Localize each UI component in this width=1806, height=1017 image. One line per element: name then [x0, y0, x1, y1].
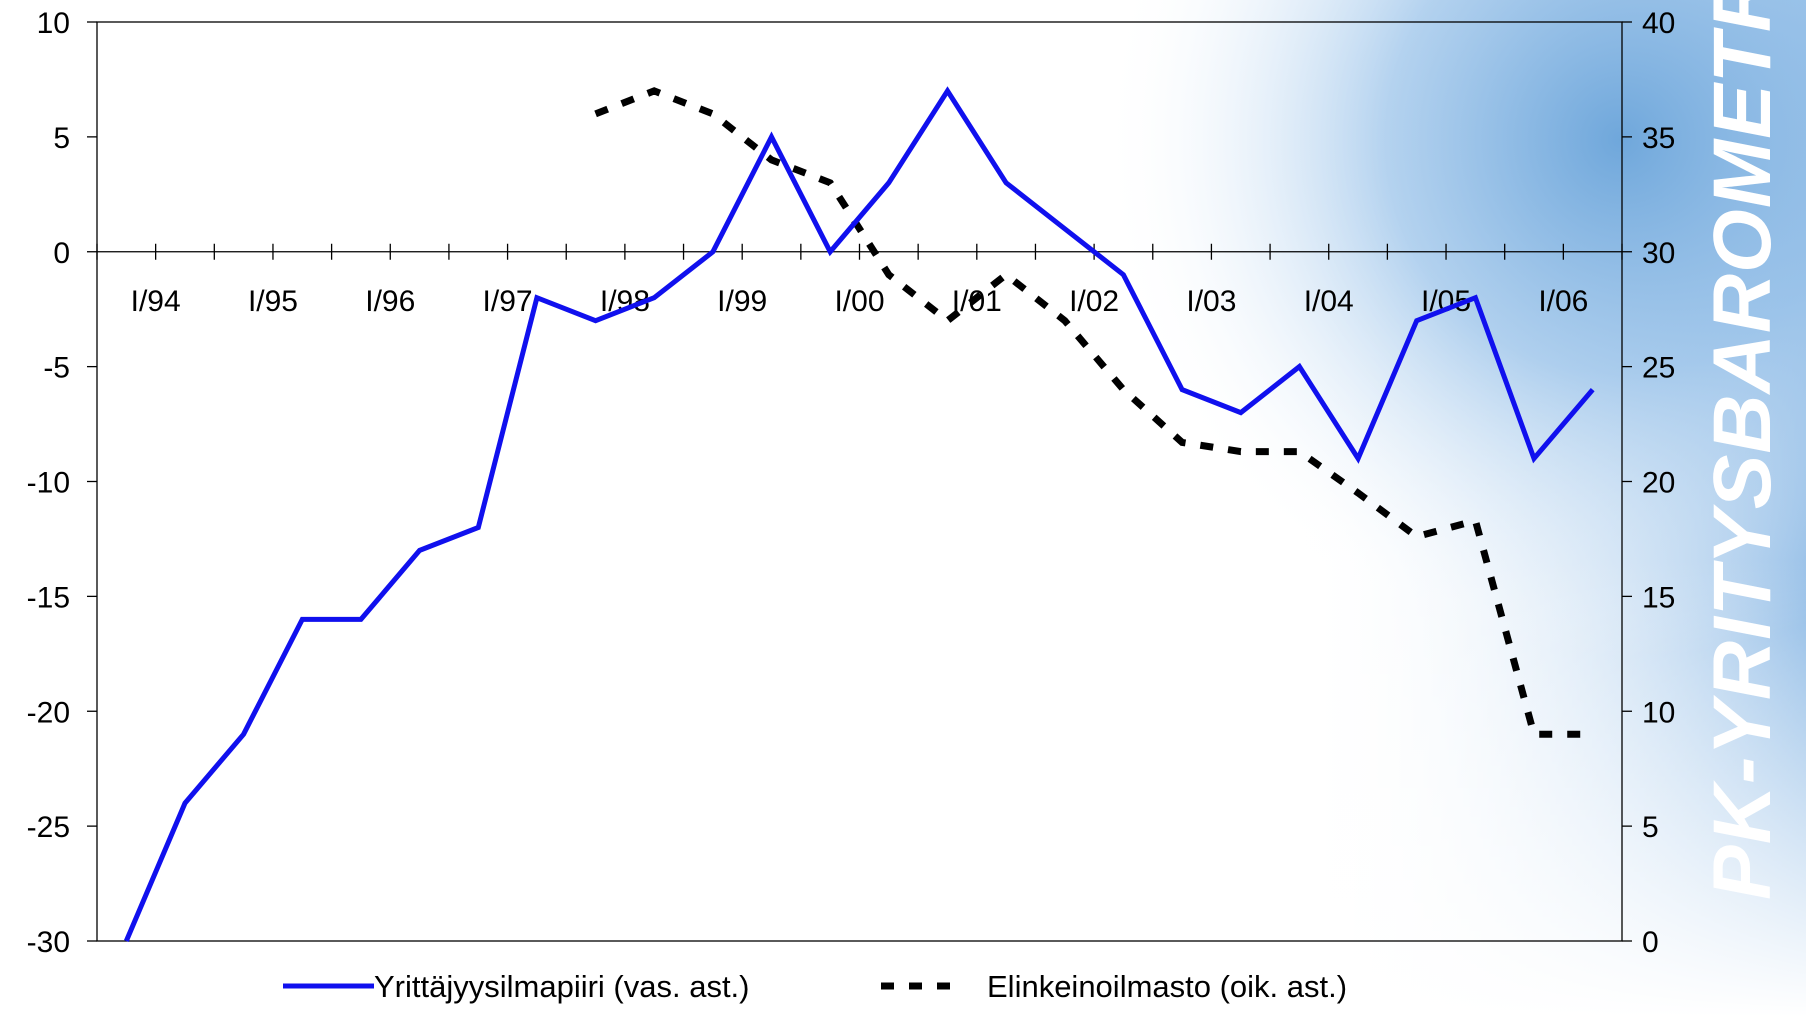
x-tick-label: I/97	[483, 285, 533, 318]
y-left-tick-label: -30	[27, 926, 70, 959]
legend-label-yrittajyysilmapiiri: Yrittäjyysilmapiiri (vas. ast.)	[374, 969, 750, 1004]
y-left-tick-label: -25	[27, 811, 70, 844]
y-right-tick-label: 15	[1642, 581, 1675, 614]
series-line-elinkeinoilmasto	[594, 87, 1593, 738]
y-left-tick-label: -5	[43, 352, 70, 385]
x-tick-label: I/00	[834, 285, 884, 318]
y-left-tick-label: -10	[27, 467, 70, 500]
y-right-tick-label: 20	[1642, 467, 1675, 500]
y-left-tick-label: -15	[27, 581, 70, 614]
plot-frame	[96, 21, 1623, 942]
x-tick-label: I/02	[1069, 285, 1119, 318]
x-tick-label: I/95	[248, 285, 298, 318]
series-layer	[123, 86, 1595, 942]
y-left-tick-label: 5	[53, 122, 70, 155]
y-right-tick-label: 30	[1642, 237, 1675, 270]
y-right-tick-label: 10	[1642, 696, 1675, 729]
y-right-tick-label: 40	[1642, 7, 1675, 40]
y-right-tick-label: 35	[1642, 122, 1675, 155]
brand-watermark: PK-YRITYSBAROMETRI	[1697, 0, 1788, 900]
y-left-tick-label: 10	[37, 7, 70, 40]
y-right-tick-label: 0	[1642, 926, 1659, 959]
x-tick-label: I/96	[365, 285, 415, 318]
y-left-tick-label: -20	[27, 696, 70, 729]
series-line-yrittajyysilmapiiri	[123, 86, 1595, 942]
x-tick-label: I/06	[1538, 285, 1588, 318]
y-right-tick-label: 25	[1642, 352, 1675, 385]
y-right-tick-label: 5	[1642, 811, 1659, 844]
x-tick-label: I/04	[1304, 285, 1354, 318]
x-tick-label: I/99	[717, 285, 767, 318]
x-tick-label: I/03	[1186, 285, 1236, 318]
chart-axes: I/94 I/95 I/96 I/97 I/98 I/99 I/00 I/01 I/02 I/03…	[27, 7, 1676, 959]
y-left-tick-label: 0	[53, 237, 70, 270]
legend-label-elinkeinoilmasto: Elinkeinoilmasto (oik. ast.)	[987, 969, 1347, 1004]
chart-legend: Yrittäjyysilmapiiri (vas. ast.) Elinkeino…	[283, 969, 1347, 1004]
x-tick-label: I/94	[131, 285, 181, 318]
